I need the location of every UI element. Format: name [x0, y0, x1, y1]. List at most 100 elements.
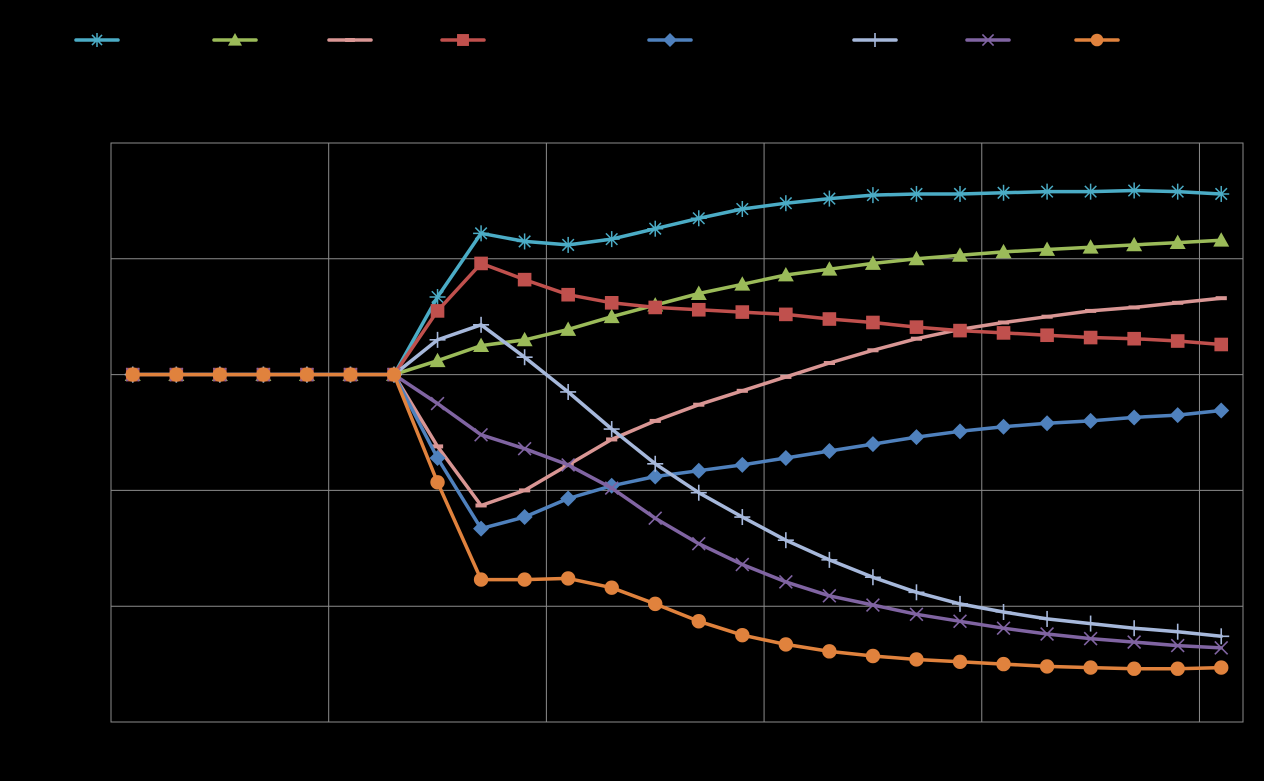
data-point [735, 627, 750, 643]
data-point [1039, 183, 1056, 200]
data-point [1039, 659, 1055, 674]
data-point [1213, 402, 1230, 419]
data-point [1082, 412, 1099, 429]
data-point [952, 185, 968, 202]
data-point [474, 427, 489, 442]
data-point [212, 367, 228, 382]
data-point [734, 456, 751, 473]
data-point [953, 614, 967, 629]
data-point [256, 367, 271, 382]
series-5-line [131, 372, 1223, 531]
data-point [822, 644, 837, 659]
triangle-marker [228, 33, 242, 46]
legend-entry-4 [440, 34, 486, 46]
data-point [821, 261, 838, 276]
data-point [864, 569, 881, 586]
data-point [1126, 182, 1143, 199]
data-point [603, 231, 620, 248]
data-point [647, 220, 664, 237]
data-point [1039, 610, 1056, 627]
data-point [1213, 185, 1230, 202]
data-point [908, 185, 925, 202]
data-point [952, 595, 968, 612]
asterisk-marker [90, 33, 104, 47]
data-point [996, 621, 1011, 636]
data-point [1082, 239, 1099, 254]
plot-area [110, 142, 1244, 723]
series-8 [125, 367, 1229, 676]
data-point [1040, 627, 1055, 641]
series-6 [124, 316, 1230, 645]
data-point [429, 449, 446, 466]
data-point [691, 302, 706, 317]
circle-marker [1090, 33, 1104, 47]
data-point [1214, 640, 1229, 655]
data-point [734, 201, 751, 218]
legend-entry-1 [74, 33, 120, 47]
data-point [779, 307, 793, 322]
data-point [734, 509, 751, 526]
data-point [1214, 660, 1229, 675]
data-point [603, 421, 620, 438]
data-point [777, 195, 794, 212]
data-point [691, 536, 706, 551]
legend-entry-5 [647, 33, 693, 47]
data-point [908, 429, 925, 446]
data-point [952, 247, 968, 262]
data-point [735, 557, 750, 572]
data-point [822, 588, 837, 603]
data-point [864, 436, 881, 453]
legend-entry-6 [852, 33, 898, 47]
data-point [1126, 620, 1143, 637]
data-point [996, 326, 1011, 340]
data-point [1083, 330, 1098, 345]
data-point [1083, 631, 1098, 646]
data-point [473, 520, 490, 537]
data-point [995, 184, 1012, 201]
data-point [1082, 183, 1099, 200]
data-point [777, 449, 794, 466]
data-point [430, 396, 445, 411]
data-point [430, 475, 445, 490]
data-point [1170, 638, 1185, 653]
data-point [604, 296, 619, 310]
data-point [516, 509, 533, 526]
data-point [560, 236, 577, 253]
data-point [1169, 407, 1186, 424]
data-point [1040, 328, 1054, 343]
series-4-line [131, 261, 1223, 377]
data-point [1170, 661, 1185, 676]
data-point [473, 572, 489, 587]
data-point [1083, 660, 1098, 675]
legend-entry-2 [212, 33, 258, 46]
series-1-line [131, 188, 1223, 377]
data-point [953, 323, 967, 338]
legend-entry-8 [1074, 33, 1120, 47]
series-7-line [131, 372, 1223, 650]
square-marker [457, 34, 469, 46]
diamond-marker [663, 33, 677, 47]
data-point [386, 367, 402, 382]
data-point [560, 571, 576, 586]
data-point [1126, 661, 1142, 676]
data-point [1127, 331, 1141, 346]
data-point [866, 315, 880, 330]
data-point [822, 312, 837, 326]
data-point [778, 574, 793, 589]
data-point [560, 321, 577, 336]
data-point [604, 580, 619, 595]
data-point [1082, 615, 1099, 632]
data-point [474, 256, 488, 271]
data-point [690, 285, 707, 300]
data-point [821, 551, 838, 568]
data-point [473, 225, 490, 242]
data-point [1127, 635, 1142, 650]
data-point [517, 441, 532, 456]
data-point [995, 418, 1012, 435]
data-point [1039, 241, 1056, 256]
data-point [995, 243, 1012, 259]
data-point [561, 457, 576, 472]
data-point [299, 367, 315, 382]
data-point [952, 423, 968, 440]
